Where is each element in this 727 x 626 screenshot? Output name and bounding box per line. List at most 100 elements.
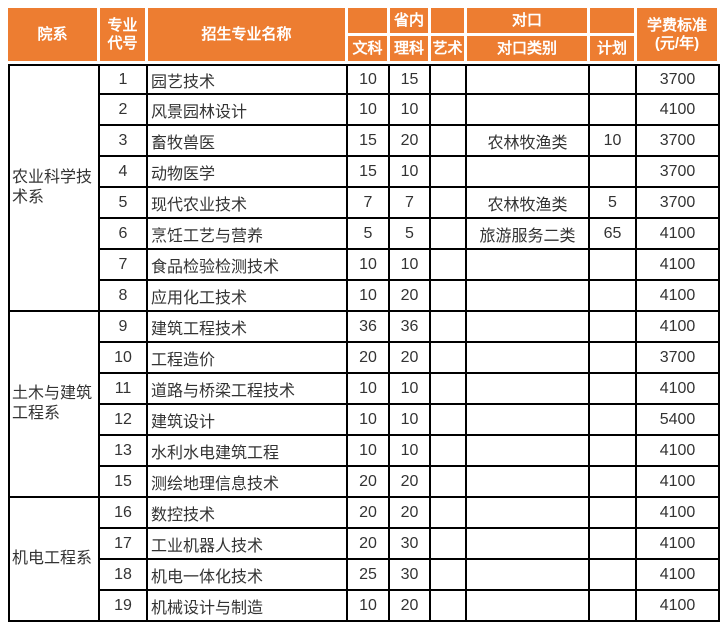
duikou-type-cell <box>467 250 590 281</box>
duikou-type-cell: 农林牧渔类 <box>467 126 590 157</box>
duikou-type-cell <box>467 498 590 529</box>
jihua-count-cell <box>590 436 637 467</box>
fee-cell: 3700 <box>637 188 720 219</box>
jihua-count-cell <box>590 467 637 498</box>
jihua-count-cell <box>590 95 637 126</box>
like-score-cell: 15 <box>390 64 431 95</box>
table-header: 院系 专业 代号 招生专业名称 省内 对口 学费标准 (元/年) 文科 理科 <box>8 8 720 64</box>
duikou-type-cell <box>467 436 590 467</box>
major-name-cell: 水利水电建筑工程 <box>148 436 348 467</box>
jihua-count-cell <box>590 498 637 529</box>
table-row: 3 畜牧兽医 15 20 农林牧渔类 10 3700 <box>8 126 720 157</box>
table-row: 10 工程造价 20 20 3700 <box>8 343 720 374</box>
major-name-cell: 烹饪工艺与营养 <box>148 219 348 250</box>
dept-cell: 土木与建筑工程系 <box>8 312 100 498</box>
like-score-cell: 10 <box>390 374 431 405</box>
jihua-count-cell <box>590 343 637 374</box>
major-code-cell: 8 <box>100 281 148 312</box>
table-row: 土木与建筑工程系 9 建筑工程技术 36 36 4100 <box>8 312 720 498</box>
major-code-cell: 7 <box>100 250 148 281</box>
header-major-code-line1: 专业 <box>107 17 138 35</box>
fee-cell: 4100 <box>637 591 720 622</box>
duikou-type-cell <box>467 405 590 436</box>
major-name-cell: 园艺技术 <box>148 64 348 95</box>
major-name-cell: 道路与桥梁工程技术 <box>148 374 348 405</box>
table-row: 8 应用化工技术 10 20 4100 <box>8 281 720 312</box>
major-name-cell: 机电一体化技术 <box>148 560 348 591</box>
yishu-score-cell <box>431 95 467 126</box>
major-code-cell: 3 <box>100 126 148 157</box>
header-row-2: 文科 理科 艺术 对口类别 计划 <box>8 36 720 64</box>
jihua-count-cell <box>590 405 637 436</box>
header-yishu: 艺术 <box>431 36 467 64</box>
wenke-score-cell: 7 <box>348 188 390 219</box>
duikou-type-cell <box>467 64 590 95</box>
jihua-count-cell <box>590 529 637 560</box>
yishu-score-cell <box>431 467 467 498</box>
table-row: 15 测绘地理信息技术 20 20 4100 <box>8 467 720 498</box>
admissions-table: 院系 专业 代号 招生专业名称 省内 对口 学费标准 (元/年) 文科 理科 <box>8 8 720 622</box>
major-code-cell: 1 <box>100 64 148 95</box>
yishu-score-cell <box>431 188 467 219</box>
table-row: 11 道路与桥梁工程技术 10 10 4100 <box>8 374 720 405</box>
wenke-score-cell: 10 <box>348 95 390 126</box>
wenke-score-cell: 10 <box>348 374 390 405</box>
yishu-score-cell <box>431 219 467 250</box>
jihua-count-cell <box>590 560 637 591</box>
fee-cell: 4100 <box>637 281 720 312</box>
duikou-type-cell <box>467 529 590 560</box>
like-score-cell: 10 <box>390 157 431 188</box>
header-wenke: 文科 <box>348 36 390 64</box>
major-code-cell: 18 <box>100 560 148 591</box>
header-duikou-group: 对口 <box>467 8 590 36</box>
fee-cell: 5400 <box>637 405 720 436</box>
like-score-cell: 20 <box>390 126 431 157</box>
like-score-cell: 20 <box>390 467 431 498</box>
header-shengnei-group: 省内 <box>390 8 431 36</box>
wenke-score-cell: 20 <box>348 343 390 374</box>
major-code-cell: 11 <box>100 374 148 405</box>
duikou-type-cell <box>467 591 590 622</box>
jihua-count-cell <box>590 281 637 312</box>
major-code-cell: 13 <box>100 436 148 467</box>
jihua-count-cell <box>590 157 637 188</box>
wenke-score-cell: 10 <box>348 250 390 281</box>
major-code-cell: 9 <box>100 312 148 343</box>
fee-cell: 4100 <box>637 560 720 591</box>
yishu-score-cell <box>431 64 467 95</box>
table-body: 农业科学技术系 1 园艺技术 10 15 3700 2 风景园林设计 10 10 4100 3 畜牧兽医… <box>8 64 720 622</box>
yishu-score-cell <box>431 498 467 529</box>
fee-cell: 4100 <box>637 219 720 250</box>
like-score-cell: 10 <box>390 436 431 467</box>
header-dept: 院系 <box>8 8 100 64</box>
major-name-cell: 现代农业技术 <box>148 188 348 219</box>
wenke-score-cell: 10 <box>348 405 390 436</box>
fee-cell: 4100 <box>637 498 720 529</box>
header-blank-above-yishu <box>431 8 467 36</box>
major-name-cell: 数控技术 <box>148 498 348 529</box>
major-code-cell: 4 <box>100 157 148 188</box>
duikou-type-cell <box>467 281 590 312</box>
table-row: 13 水利水电建筑工程 10 10 4100 <box>8 436 720 467</box>
duikou-type-cell <box>467 157 590 188</box>
major-name-cell: 建筑设计 <box>148 405 348 436</box>
like-score-cell: 36 <box>390 312 431 343</box>
major-code-cell: 19 <box>100 591 148 622</box>
fee-cell: 3700 <box>637 126 720 157</box>
duikou-type-cell <box>467 343 590 374</box>
like-score-cell: 30 <box>390 560 431 591</box>
like-score-cell: 20 <box>390 343 431 374</box>
header-fee: 学费标准 (元/年) <box>637 8 720 64</box>
duikou-type-cell: 农林牧渔类 <box>467 188 590 219</box>
yishu-score-cell <box>431 312 467 343</box>
header-blank-above-jihua <box>590 8 637 36</box>
major-name-cell: 工业机器人技术 <box>148 529 348 560</box>
header-major-code-line2: 代号 <box>107 34 138 52</box>
table-row: 19 机械设计与制造 10 20 4100 <box>8 591 720 622</box>
major-code-cell: 15 <box>100 467 148 498</box>
yishu-score-cell <box>431 157 467 188</box>
wenke-score-cell: 10 <box>348 281 390 312</box>
table-row: 机电工程系 16 数控技术 20 20 4100 <box>8 498 720 622</box>
header-jihua: 计划 <box>590 36 637 64</box>
